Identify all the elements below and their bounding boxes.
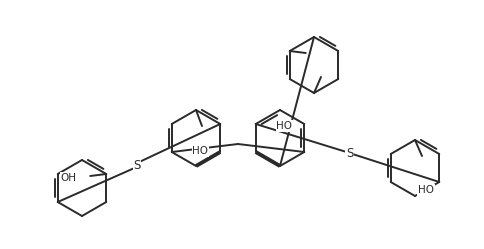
Text: HO: HO	[276, 121, 292, 131]
Text: HO: HO	[192, 146, 208, 156]
Text: S: S	[345, 146, 352, 160]
Text: S: S	[133, 159, 140, 172]
Text: OH: OH	[60, 173, 76, 183]
Text: HO: HO	[417, 185, 433, 195]
